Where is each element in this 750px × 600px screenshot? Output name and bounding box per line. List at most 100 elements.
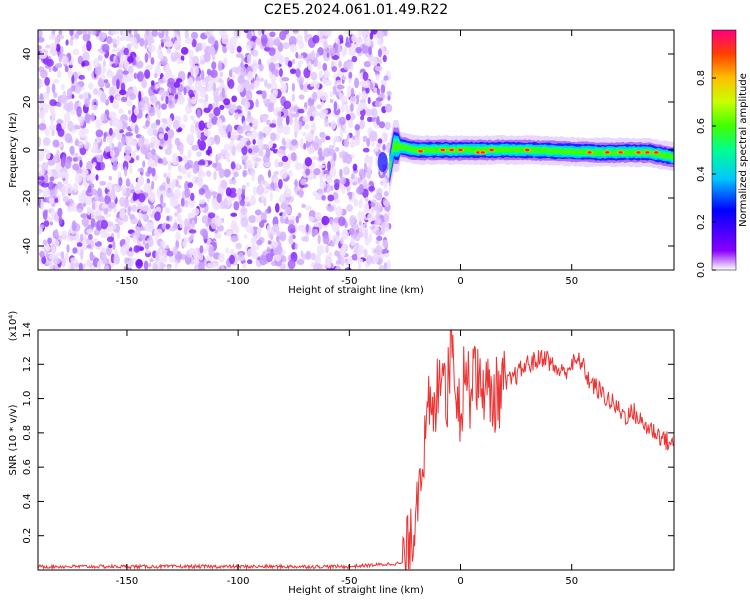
heatmap-noise-cell [251, 35, 258, 41]
heatmap-noise-cell [263, 197, 267, 207]
heatmap-noise-cell [192, 208, 200, 216]
heatmap-noise-cell [383, 177, 388, 189]
heatmap-noise-cell [304, 235, 309, 243]
heatmap-noise-cell [197, 176, 202, 184]
x-tick-label: 50 [565, 276, 578, 287]
heatmap-noise-cell [39, 250, 45, 258]
heatmap-noise-cell [311, 161, 316, 168]
heatmap-noise-cell [286, 219, 295, 226]
heatmap-noise-cell [160, 240, 166, 247]
heatmap-noise-cell [94, 66, 102, 76]
heatmap-noise-cell [257, 30, 262, 36]
heatmap-noise-cell [60, 251, 65, 260]
heatmap-noise-cell [276, 110, 282, 118]
heatmap-noise-cell [144, 38, 148, 50]
heatmap-noise-cell [210, 191, 218, 196]
heatmap-noise-cell [145, 120, 150, 128]
heatmap-noise-cell [71, 220, 77, 232]
heatmap-noise-cell [144, 69, 151, 79]
heatmap-noise-cell [349, 95, 357, 106]
heatmap-noise-cell [125, 132, 133, 137]
heatmap-noise-cell [103, 207, 109, 215]
heatmap-noise-cell [191, 144, 200, 151]
heatmap-noise-cell [42, 188, 51, 197]
heatmap-marks [38, 30, 674, 270]
heatmap-noise-cell [135, 60, 144, 69]
heatmap-noise-cell [119, 208, 126, 219]
heatmap-noise-cell [252, 186, 258, 196]
heatmap-noise-cell [365, 202, 370, 213]
heatmap-noise-cell [51, 83, 56, 94]
heatmap-noise-cell [382, 144, 386, 151]
heatmap-noise-cell [120, 96, 128, 103]
heatmap-noise-cell [247, 70, 254, 81]
heatmap-noise-cell [298, 188, 304, 199]
heatmap-noise-cell [173, 189, 181, 200]
heatmap-noise-cell [202, 215, 209, 223]
heatmap-noise-cell [145, 64, 153, 71]
heatmap-noise-cell [334, 182, 340, 191]
heatmap-noise-cell [166, 215, 170, 222]
heatmap-noise-cell [182, 155, 188, 165]
heatmap-noise-cell [47, 237, 52, 245]
heatmap-noise-cell [240, 81, 249, 87]
heatmap-noise-cell [291, 82, 295, 92]
heatmap-noise-cell [100, 219, 109, 230]
heatmap-noise-cell [194, 80, 202, 91]
heatmap-noise-cell [204, 75, 210, 83]
heatmap-noise-cell [111, 38, 117, 45]
heatmap-noise-cell [198, 199, 206, 205]
heatmap-noise-cell [113, 254, 120, 265]
heatmap-noise-cell [112, 43, 118, 48]
heatmap-noise-cell [82, 169, 89, 176]
heatmap-noise-cell [312, 91, 317, 102]
heatmap-noise-cell [39, 109, 46, 120]
heatmap-noise-cell [177, 175, 183, 180]
heatmap-noise-cell [215, 217, 219, 223]
heatmap-noise-cell [296, 34, 303, 45]
heatmap-noise-cell [263, 161, 271, 168]
heatmap-noise-cell [156, 188, 161, 198]
heatmap-noise-cell [194, 264, 198, 270]
heatmap-noise-cell [383, 75, 389, 81]
heatmap-noise-cell [335, 206, 343, 216]
heatmap-noise-cell [252, 145, 260, 153]
heatmap-noise-cell [358, 199, 363, 209]
heatmap-noise-cell [38, 66, 45, 73]
heatmap-noise-cell [217, 127, 222, 133]
heatmap-noise-cell [170, 85, 177, 95]
heatmap-noise-cell [365, 155, 369, 163]
heatmap-noise-cell [79, 233, 84, 242]
heatmap-noise-cell [348, 191, 353, 200]
heatmap-noise-cell [223, 143, 231, 151]
heatmap-noise-cell [96, 260, 102, 270]
heatmap-noise-cell [200, 228, 208, 237]
y-tick-label: 0.8 [22, 425, 33, 441]
snr-y-axis-label: SNR (10 * v/v) [8, 404, 19, 475]
heatmap-noise-cell [383, 30, 388, 37]
heatmap-noise-cell [224, 151, 231, 159]
heatmap-noise-cell [76, 208, 83, 213]
heatmap-noise-cell [40, 200, 44, 211]
heatmap-noise-cell [365, 86, 370, 94]
heatmap-noise-cell [307, 145, 315, 155]
heatmap-noise-cell [187, 182, 194, 188]
heatmap-noise-cell [297, 212, 302, 219]
heatmap-noise-cell [316, 104, 322, 110]
heatmap-noise-cell [271, 143, 277, 149]
heatmap-x-axis-label: Height of straight line (km) [288, 285, 424, 296]
heatmap-noise-cell [374, 214, 379, 225]
heatmap-noise-cell [211, 61, 217, 70]
heatmap-noise-cell [275, 203, 280, 213]
heatmap-noise-cell [370, 202, 376, 207]
heatmap-noise-cell [168, 226, 177, 232]
heatmap-noise-cell [304, 32, 309, 43]
heatmap-noise-cell [274, 254, 282, 262]
heatmap-noise-cell [51, 30, 56, 35]
heatmap-noise-cell [231, 95, 238, 103]
heatmap-hotspot [587, 151, 592, 154]
heatmap-noise-cell [208, 212, 216, 219]
heatmap-noise-cell [69, 39, 74, 46]
heatmap-noise-cell [246, 40, 254, 46]
heatmap-noise-cell [50, 207, 55, 217]
